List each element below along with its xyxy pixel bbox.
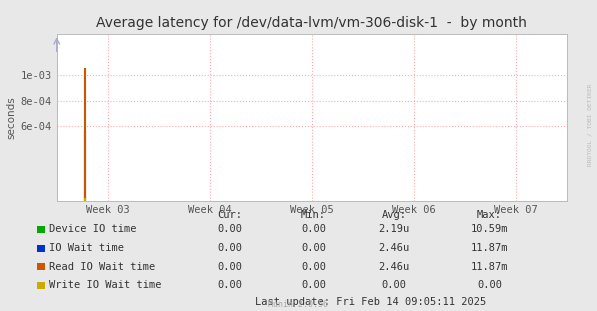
Text: Max:: Max:	[477, 210, 502, 220]
Text: 0.00: 0.00	[381, 280, 407, 290]
Text: 0.00: 0.00	[301, 280, 326, 290]
Text: Avg:: Avg:	[381, 210, 407, 220]
Text: 2.46u: 2.46u	[378, 262, 410, 272]
Text: Last update: Fri Feb 14 09:05:11 2025: Last update: Fri Feb 14 09:05:11 2025	[254, 297, 486, 307]
Text: 10.59m: 10.59m	[471, 224, 508, 234]
Text: Cur:: Cur:	[217, 210, 242, 220]
Text: 0.00: 0.00	[217, 262, 242, 272]
Text: IO Wait time: IO Wait time	[49, 243, 124, 253]
Text: 0.00: 0.00	[217, 280, 242, 290]
Text: Munin 2.0.56: Munin 2.0.56	[269, 300, 328, 309]
Text: 0.00: 0.00	[301, 224, 326, 234]
Text: Min:: Min:	[301, 210, 326, 220]
Text: 11.87m: 11.87m	[471, 243, 508, 253]
Text: 0.00: 0.00	[217, 224, 242, 234]
Text: 2.46u: 2.46u	[378, 243, 410, 253]
Text: RRDTOOL / TOBI OETIKER: RRDTOOL / TOBI OETIKER	[587, 83, 592, 166]
Title: Average latency for /dev/data-lvm/vm-306-disk-1  -  by month: Average latency for /dev/data-lvm/vm-306…	[97, 16, 527, 30]
Text: Write IO Wait time: Write IO Wait time	[49, 280, 161, 290]
Text: 2.19u: 2.19u	[378, 224, 410, 234]
Text: 0.00: 0.00	[301, 262, 326, 272]
Text: 11.87m: 11.87m	[471, 262, 508, 272]
Text: Read IO Wait time: Read IO Wait time	[49, 262, 155, 272]
Text: 0.00: 0.00	[217, 243, 242, 253]
Y-axis label: seconds: seconds	[7, 96, 17, 139]
Text: 0.00: 0.00	[477, 280, 502, 290]
Text: 0.00: 0.00	[301, 243, 326, 253]
Text: Device IO time: Device IO time	[49, 224, 137, 234]
